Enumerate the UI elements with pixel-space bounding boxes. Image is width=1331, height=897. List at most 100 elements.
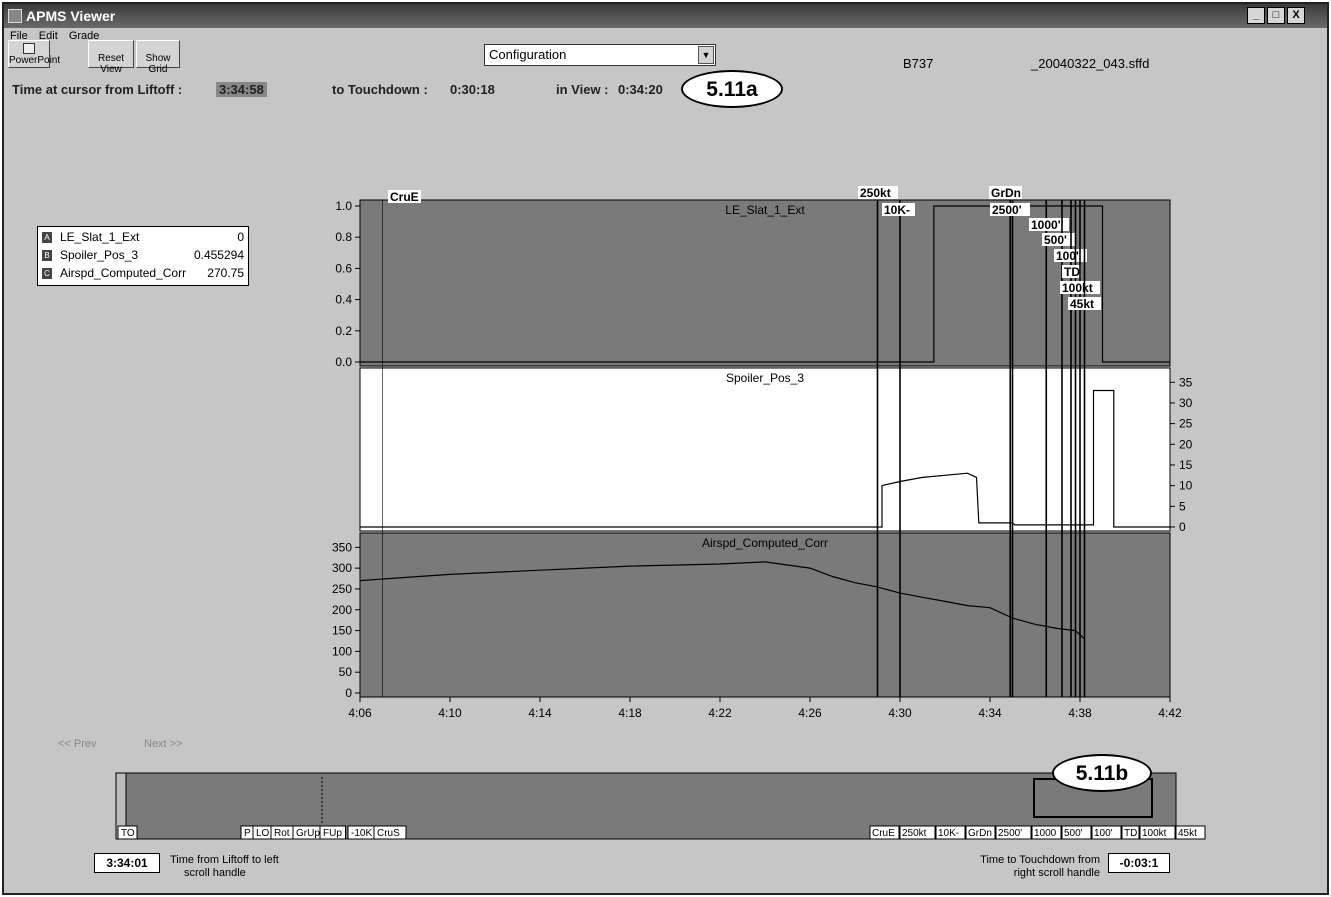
reset-view-button[interactable]: Reset View (88, 40, 134, 75)
event-marker-bg (1068, 297, 1101, 310)
x-tick-label: 4:30 (888, 706, 912, 720)
series-line-airspd_computed_corr (359, 561, 1085, 640)
overview-marker-label: GrDn (968, 828, 992, 839)
x-tick-label: 4:22 (708, 706, 732, 720)
configuration-select-value: Configuration (489, 47, 567, 62)
overview-marker-box (270, 825, 297, 840)
powerpoint-label: PowerPoint (9, 55, 61, 66)
y-tick-label: 0.0 (335, 355, 352, 369)
y-tick-label: 150 (332, 624, 352, 638)
prev-button[interactable]: << Prev (58, 738, 97, 750)
legend-name: Spoiler_Pos_3 (60, 248, 139, 262)
right-scroll-note-line: right scroll handle (1013, 867, 1100, 879)
cursor-time-value: 3:34:58 (216, 82, 267, 97)
event-marker-bg (1060, 281, 1100, 294)
show-grid-button[interactable]: Show Grid (136, 40, 180, 75)
right-scroll-note-line: Time to Touchdown from (980, 854, 1100, 866)
powerpoint-button[interactable]: PowerPoint (8, 40, 60, 68)
event-marker-label: 100' (1056, 249, 1079, 263)
minimize-button[interactable]: _ (1247, 7, 1265, 24)
legend-swatch: C (42, 268, 52, 279)
x-tick-label: 4:42 (1158, 706, 1182, 720)
event-marker-label: TD (1064, 265, 1080, 279)
overview-marker-label: Rot (274, 828, 290, 839)
chart-panel-le_slat_1_ext (359, 199, 1171, 367)
y-tick-label: 0 (1179, 520, 1186, 534)
menu-edit[interactable]: Edit (38, 30, 58, 42)
y-tick-label: 0.8 (335, 230, 352, 244)
event-marker-bg (388, 190, 421, 203)
close-button[interactable]: X (1287, 7, 1305, 24)
y-tick-label: 250 (332, 582, 352, 596)
legend-row[interactable]: C Airspd_Computed_Corr 270.75 (42, 266, 246, 282)
left-scroll-time-value: 3:34:01 (94, 853, 160, 873)
overview-marker-label: 250kt (902, 828, 927, 839)
legend-name: LE_Slat_1_Ext (60, 230, 140, 244)
event-marker-bg (882, 203, 915, 216)
chart-panel-spoiler_pos_3 (359, 367, 1171, 532)
y-tick-label: 0.4 (335, 293, 352, 307)
configuration-select[interactable]: Configuration ▼ (484, 44, 716, 66)
overview-marker-box (869, 825, 900, 840)
y-tick-label: 300 (332, 561, 352, 575)
legend-value: 0 (237, 230, 244, 244)
overview-marker-label: P (244, 828, 251, 839)
right-scroll-note: Time to Touchdown from right scroll hand… (940, 854, 1100, 880)
event-marker-bg (990, 203, 1030, 216)
next-button[interactable]: Next >> (144, 738, 183, 750)
panel-title: Spoiler_Pos_3 (726, 371, 804, 385)
overview-marker-label: 500' (1064, 828, 1083, 839)
left-scroll-note-line: scroll handle (184, 867, 246, 879)
menu-file[interactable]: File (10, 30, 28, 42)
overview-marker-box (319, 825, 346, 840)
overview-marker-label: -10K (351, 828, 372, 839)
legend-value: 270.75 (207, 266, 244, 280)
event-marker-label: 1000' (1031, 218, 1061, 232)
legend-swatch: B (42, 250, 52, 261)
event-marker-bg (1029, 218, 1069, 231)
overview-marker-box (252, 825, 273, 840)
left-scroll-note-line: Time from Liftoff to left (170, 854, 279, 866)
overview-marker-box (965, 825, 996, 840)
event-marker-label: 250kt (860, 186, 891, 200)
x-tick-label: 4:26 (798, 706, 822, 720)
event-marker-bg (1042, 233, 1075, 246)
overview-marker-box (292, 825, 326, 840)
legend-row[interactable]: A LE_Slat_1_Ext 0 (42, 230, 246, 246)
legend-name: Airspd_Computed_Corr (60, 266, 187, 280)
legend-row[interactable]: B Spoiler_Pos_3 0.455294 (42, 248, 246, 264)
maximize-button[interactable]: □ (1267, 7, 1285, 24)
callout-5-11b: 5.11b (1052, 754, 1152, 792)
event-marker-label: 45kt (1070, 297, 1094, 311)
overview-marker-box (347, 825, 381, 840)
y-tick-label: 0.6 (335, 261, 352, 275)
overview-marker-label: CruS (377, 828, 400, 839)
event-marker-bg (858, 186, 898, 199)
y-tick-label: 20 (1179, 437, 1193, 451)
menu-grade[interactable]: Grade (68, 30, 100, 42)
x-tick-label: 4:10 (438, 706, 462, 720)
event-marker-label: 100kt (1062, 281, 1093, 295)
overview-marker-box (117, 825, 138, 840)
series-line-le_slat_1_ext (360, 205, 1170, 363)
event-marker-bg (1054, 249, 1087, 262)
app-icon (8, 9, 22, 23)
y-tick-label: 50 (339, 665, 353, 679)
y-tick-label: 350 (332, 540, 352, 554)
y-tick-label: 30 (1179, 396, 1193, 410)
left-scroll-note: Time from Liftoff to left scroll handle (170, 854, 279, 880)
overview-marker-label: FUp (323, 828, 342, 839)
title-bar: APMS Viewer _ □ X (4, 4, 1327, 28)
chevron-down-icon[interactable]: ▼ (698, 46, 714, 64)
overview-marker-box (373, 825, 407, 840)
overview-marker-label: LO (256, 828, 270, 839)
file-name: _20040322_043.sffd (1031, 56, 1150, 71)
overview-marker-box (935, 825, 966, 840)
overview-marker-label: TO (121, 828, 135, 839)
event-marker-bg (989, 186, 1022, 199)
overview-marker-label: CruE (872, 828, 895, 839)
y-tick-label: 35 (1179, 375, 1193, 389)
y-tick-label: 100 (332, 644, 352, 658)
overview-marker-label: 10K- (938, 828, 959, 839)
series-line-spoiler_pos_3 (360, 389, 1170, 528)
